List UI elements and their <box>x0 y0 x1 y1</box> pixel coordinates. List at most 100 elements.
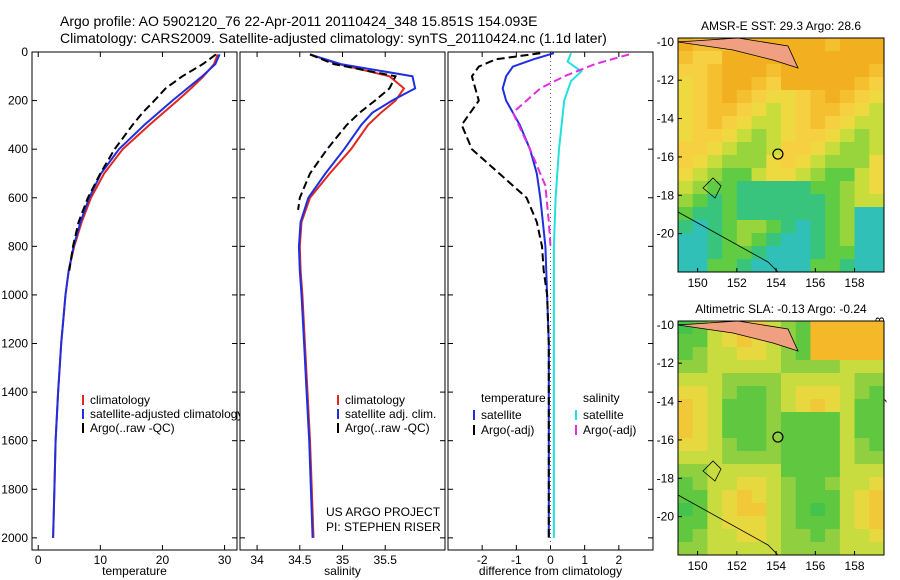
sla-map-cell <box>736 503 753 517</box>
sst-map-cell <box>781 103 797 117</box>
sst-map-cell <box>781 116 797 130</box>
sst-map-cell <box>766 77 782 91</box>
sla-map-cell <box>795 321 812 335</box>
sst-map-cell <box>825 155 841 169</box>
sst-map-cell <box>766 181 782 195</box>
sst-map-cell <box>854 259 870 272</box>
sst-map-cell <box>781 77 797 91</box>
sst-map-cell <box>678 155 694 169</box>
difference-xtick-label: -1 <box>511 553 522 567</box>
temperature-ytick-label: 1200 <box>1 337 28 351</box>
sst-map-cell <box>678 207 694 221</box>
sla-map-cell <box>766 347 782 361</box>
sla-map-cell <box>692 386 709 400</box>
temperature-ytick-label: 200 <box>8 94 28 108</box>
sla-map-cell <box>869 516 884 530</box>
sst-map-cell <box>707 116 723 130</box>
sst-map-cell <box>722 116 738 130</box>
temperature-ytick-label: 600 <box>8 191 28 205</box>
sla-map-cell <box>766 438 782 452</box>
sst-map-cell <box>678 246 694 260</box>
sst-map-cell <box>825 51 841 65</box>
sla-map-cell <box>854 529 870 543</box>
sst-map-cell <box>736 207 753 221</box>
sst-map-cell <box>751 142 767 156</box>
sla-map-cell <box>722 425 738 439</box>
sst-map-cell <box>766 194 782 208</box>
sla-map-cell <box>795 516 812 530</box>
sla-map-cell <box>839 503 856 517</box>
sla-map-cell <box>751 542 767 555</box>
sla-map-cell <box>707 347 723 361</box>
sst-map-cell <box>766 207 782 221</box>
sst-map-cell <box>722 129 738 143</box>
sla-map-cell <box>854 399 870 413</box>
panel-temperature: 0 10 20 30 0 200 400 600 800 1000 1200 1400 1600 1800… <box>1 45 243 578</box>
sst-map-cell <box>707 246 723 260</box>
sst-map-argo-marker <box>772 148 784 160</box>
sla-map-cell <box>751 399 767 413</box>
sla-map-cell <box>692 334 709 348</box>
sla-map-cell <box>869 412 884 426</box>
sla-map-cell <box>707 503 723 517</box>
sla-map-cell <box>869 347 884 361</box>
sst-map-cell <box>736 129 753 143</box>
sst-map-cell <box>751 129 767 143</box>
sst-map-cell <box>839 168 856 182</box>
sst-map-cell <box>736 181 753 195</box>
sla-map-cell <box>751 438 767 452</box>
sst-map-cell <box>766 246 782 260</box>
sla-map-cell <box>722 529 738 543</box>
sla-map-cell <box>678 490 694 504</box>
sla-map-cell <box>707 334 723 348</box>
sst-map-cell <box>795 116 812 130</box>
sst-map-cell <box>692 233 709 247</box>
difference-legend-label: Argo(-adj) <box>481 423 534 437</box>
sla-map-cell <box>810 542 826 555</box>
sst-map-cell <box>707 233 723 247</box>
difference-xtick-label: -2 <box>477 553 488 567</box>
sla-map-cell <box>722 360 738 374</box>
sla-map-cell <box>722 542 738 555</box>
sla-map-cell <box>839 347 856 361</box>
sst-map-cell <box>736 51 753 65</box>
sla-map-cell <box>722 334 738 348</box>
sla-map-cell <box>766 373 782 387</box>
sla-map-cell <box>795 477 812 491</box>
sst-map-cell <box>692 207 709 221</box>
sst-map-cell <box>751 220 767 234</box>
sla-map-cell <box>854 477 870 491</box>
sst-map-cell <box>678 64 694 78</box>
sla-map-cell <box>766 516 782 530</box>
sla-map-cell <box>736 334 753 348</box>
sst-map-cell <box>869 90 884 104</box>
difference-legend-group: salinity <box>583 391 620 405</box>
sst-map-cell <box>751 103 767 117</box>
sst-map-cell <box>854 181 870 195</box>
sla-map-cell <box>795 386 812 400</box>
sst-map-cell <box>751 168 767 182</box>
sst-map-cell <box>795 90 812 104</box>
sla-map-cell <box>854 360 870 374</box>
sst-map-cell <box>781 259 797 272</box>
sla-map-cell <box>839 334 856 348</box>
sst-map-cell <box>766 116 782 130</box>
sla-map-cell <box>692 425 709 439</box>
sst-map-cell <box>795 51 812 65</box>
temperature-axes-box <box>31 51 238 551</box>
sst-map-cell <box>854 129 870 143</box>
sst-map-cell <box>795 155 812 169</box>
sla-map-cell <box>825 542 841 555</box>
sst-map-cell <box>825 194 841 208</box>
sst-map-cell <box>810 220 826 234</box>
sst-map-reef <box>702 177 722 199</box>
sla-map-cell <box>722 490 738 504</box>
sst-map-cell <box>810 155 826 169</box>
sla-map-cell <box>678 503 694 517</box>
sst-map-cell <box>825 38 841 52</box>
sst-map-cell <box>839 116 856 130</box>
sst-map-cell <box>781 168 797 182</box>
sla-map-cell <box>795 425 812 439</box>
